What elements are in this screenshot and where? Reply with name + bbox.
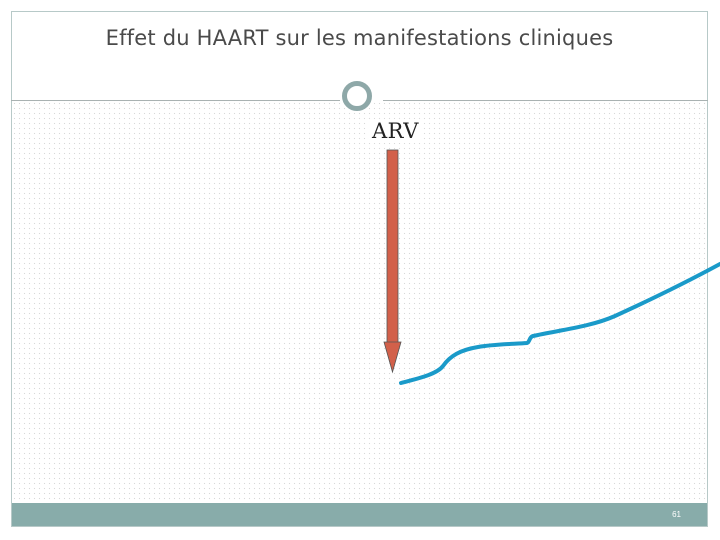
clinical-curve [399,262,720,385]
title-divider-right [383,100,708,101]
footer-bar: 61 [12,503,707,526]
ring-ornament-icon [342,81,372,111]
arv-arrow-shaft [386,149,399,344]
title-divider-left [11,100,340,101]
arv-arrow-head [383,341,402,374]
arv-label: ARV [368,119,423,143]
diagram-background [12,101,707,501]
slide-title: Effet du HAART sur les manifestations cl… [105,26,614,50]
page-number: 61 [672,510,681,519]
arv-arrow [383,149,402,374]
